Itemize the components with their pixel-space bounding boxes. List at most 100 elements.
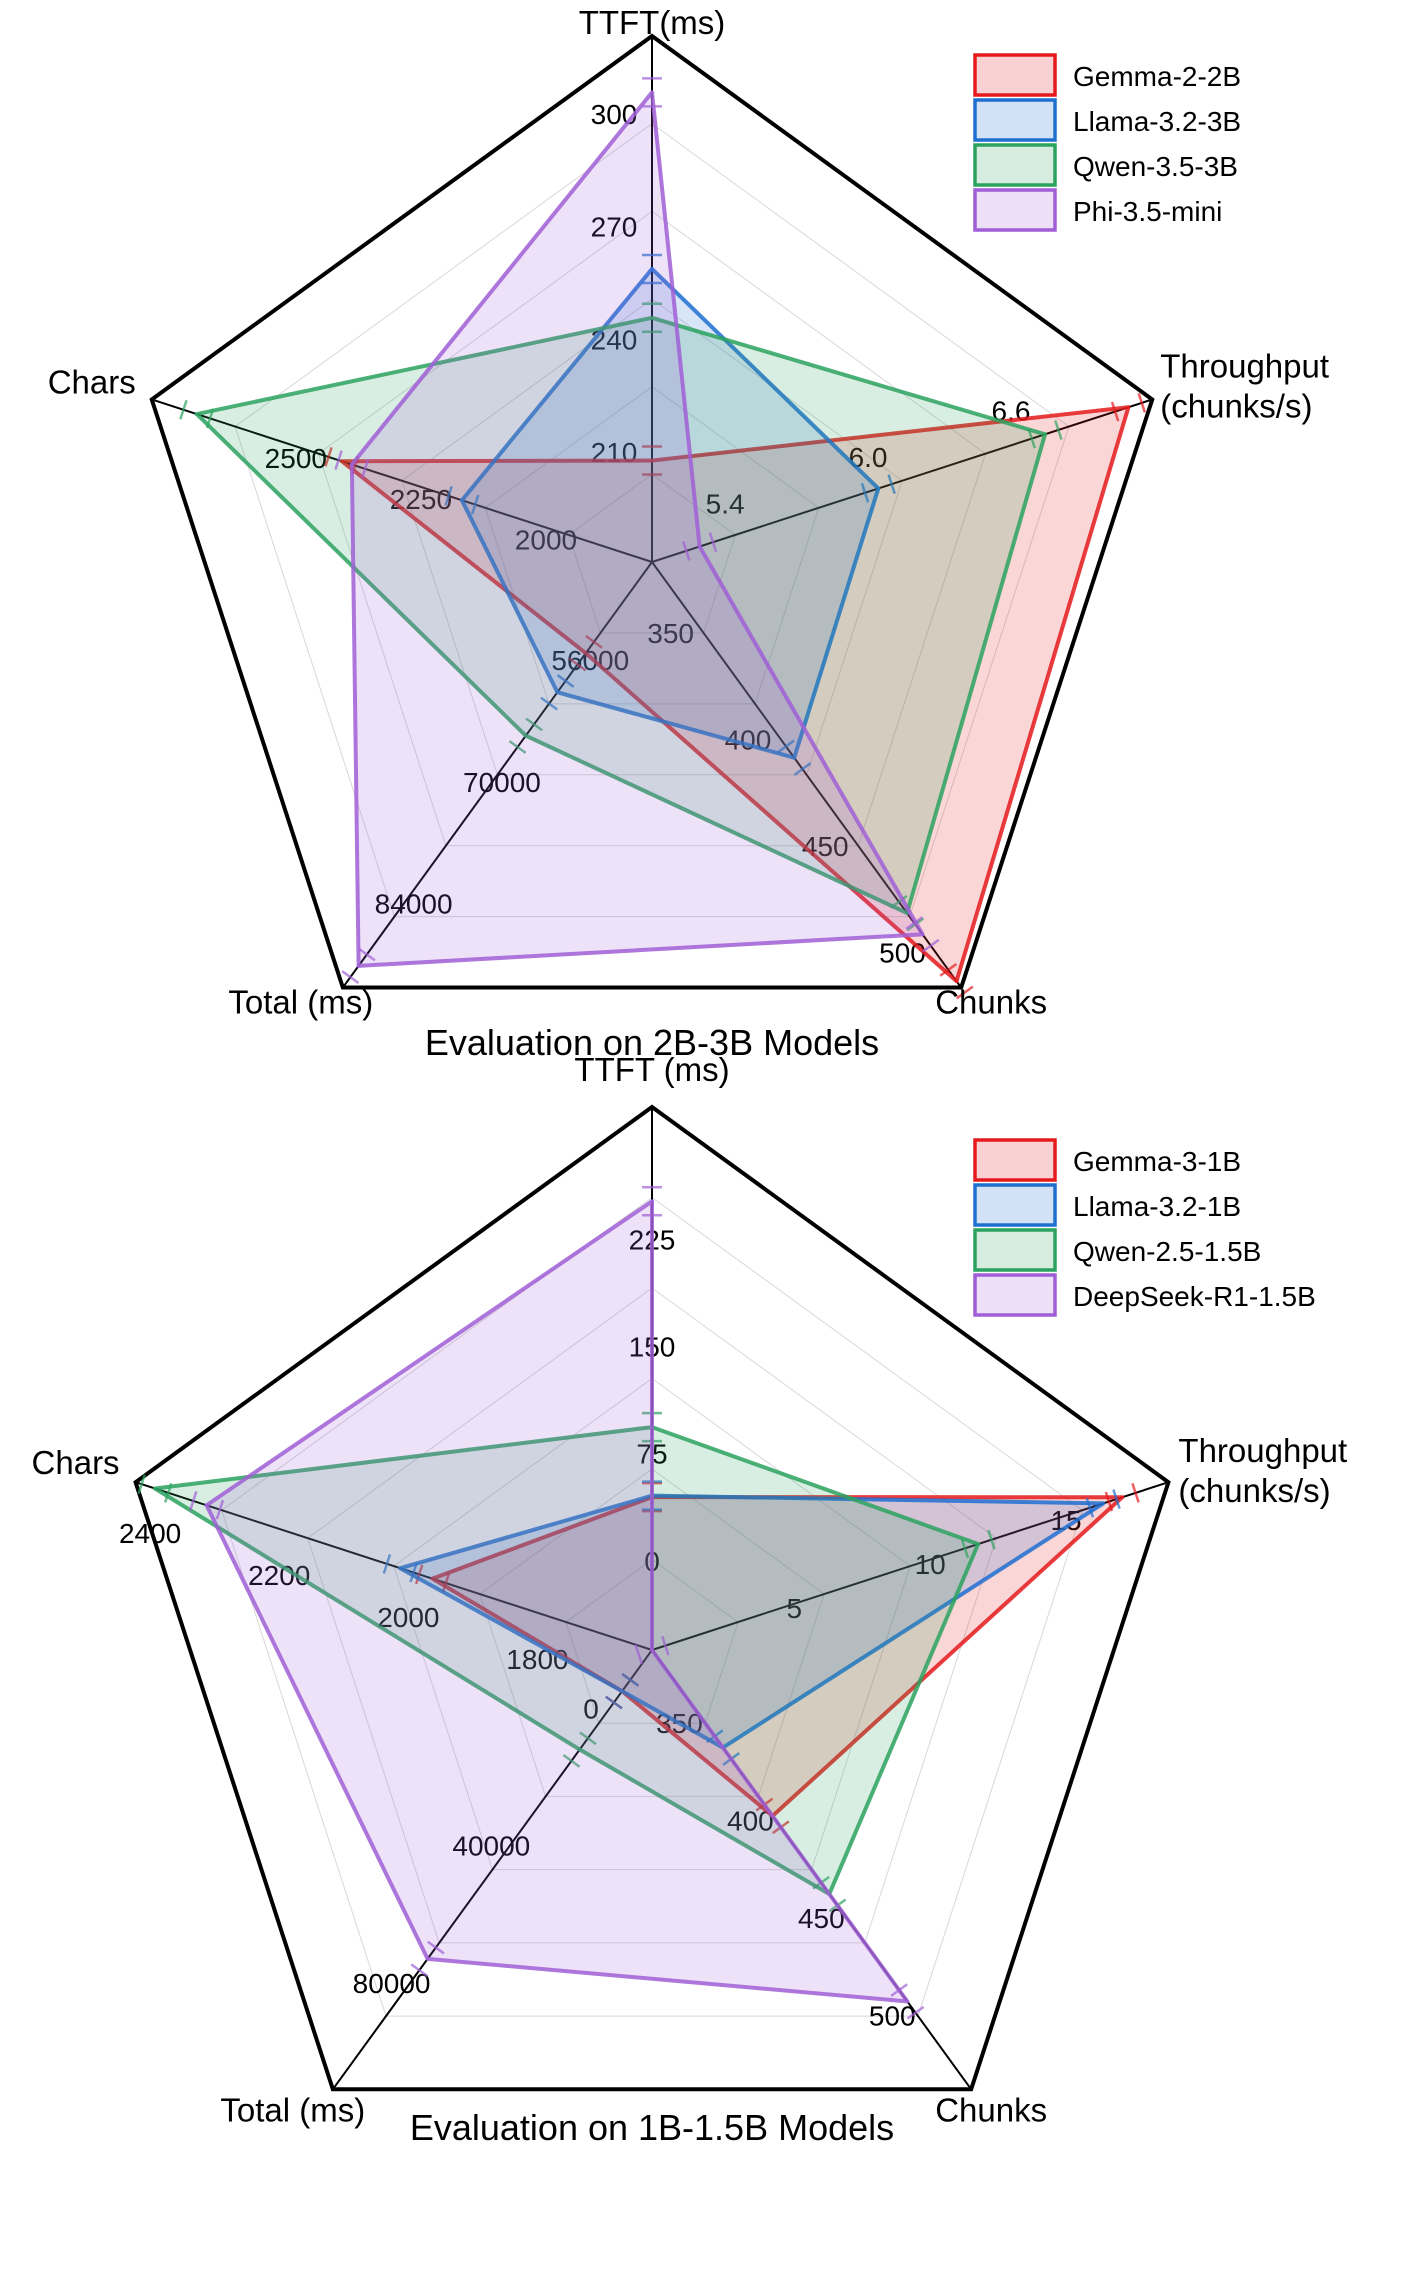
data-point-deepseek-r1-1-5b (905, 1999, 909, 2003)
tick-label: 450 (802, 831, 849, 862)
legend-label-qwen-2-5-1-5b: Qwen-2.5-1.5B (1073, 1236, 1261, 1267)
error-tick-gemma-2-2b (568, 657, 587, 672)
data-point-phi-3-5-mini (698, 545, 702, 549)
data-point-llama-3-2-3b (555, 690, 559, 694)
axis-line-throughput-chunks-s (651, 1481, 1169, 1651)
tick-label: 500 (869, 2001, 916, 2032)
data-point-phi-3-5-mini (350, 462, 354, 466)
error-tick-llama-3-2-1b (382, 1553, 392, 1574)
tick-label: 2000 (515, 524, 577, 555)
grid-ring (565, 1558, 739, 1724)
radar-frame (149, 33, 1155, 990)
axis-line-chars (135, 1481, 653, 1651)
data-point-deepseek-r1-1-5b (650, 1199, 654, 1203)
chart-title: Evaluation on 2B-3B Models (425, 1022, 879, 1063)
data-point-llama-3-2-1b (620, 1689, 624, 1693)
tick-label: 5.4 (706, 488, 745, 519)
data-point-deepseek-r1-1-5b (650, 1648, 654, 1652)
tick-label: 270 (591, 212, 638, 243)
grid-ring (317, 210, 987, 847)
data-point-llama-3-2-1b (1101, 1501, 1105, 1505)
axis-line-total-ms (332, 1649, 653, 2090)
tick-label: 40000 (452, 1831, 530, 1862)
legend-label-qwen-3-5-3b: Qwen-3.5-3B (1073, 151, 1238, 182)
data-point-qwen-3-5-3b (195, 412, 199, 416)
data-point-llama-3-2-3b (792, 756, 796, 760)
tick-label: 0 (583, 1693, 599, 1724)
error-tick-llama-3-2-1b (1085, 1497, 1095, 1518)
error-tick-deepseek-r1-1-5b (906, 2005, 925, 2020)
tick-label: 70000 (463, 767, 541, 798)
series-area-qwen-3-5-3b (194, 315, 1048, 916)
axis-name-line: Throughput (1178, 1432, 1347, 1469)
error-tick-deepseek-r1-1-5b (890, 1983, 908, 1997)
error-tick-qwen-2-5-1-5b (137, 1474, 146, 1495)
axis-name-line: Throughput (1160, 347, 1329, 384)
data-point-qwen-2-5-1-5b (976, 1542, 980, 1546)
axis-name-total-ms: Total (ms) (228, 984, 373, 1021)
axis-line-chars (151, 398, 653, 563)
data-point-qwen-2-5-1-5b (153, 1486, 157, 1490)
error-tick-qwen-2-5-1-5b (579, 1731, 597, 1746)
error-tick-qwen-3-5-3b (525, 717, 543, 732)
legend-swatch-deepseek-r1-1-5b (973, 1273, 1057, 1317)
radar-grid (234, 123, 1070, 918)
error-tick-qwen-3-5-3b (1054, 420, 1063, 440)
error-tick-deepseek-r1-1-5b (215, 1499, 225, 1520)
axis-line-throughput-chunks-s (651, 398, 1153, 563)
grid-ring (393, 1377, 911, 1871)
data-point-phi-3-5-mini (650, 90, 654, 94)
error-tick-llama-3-2-1b (605, 1695, 623, 1710)
error-tick-llama-3-2-1b (621, 1672, 640, 1687)
data-point-phi-3-5-mini (357, 964, 361, 968)
axis-name-total-ms: Total (ms) (220, 2091, 365, 2128)
grid-ring (484, 386, 820, 705)
grid-ring (568, 473, 736, 634)
error-tick-gemma-3-1b (414, 1564, 424, 1585)
error-tick-qwen-3-5-3b (179, 399, 188, 420)
error-tick-phi-3-5-mini (358, 947, 376, 962)
error-tick-llama-3-2-3b (887, 474, 896, 495)
axis-name-line: Chunks (935, 2091, 1047, 2128)
error-tick-qwen-3-5-3b (890, 894, 908, 909)
error-tick-deepseek-r1-1-5b (634, 1644, 643, 1665)
error-tick-gemma-2-2b (1110, 401, 1120, 422)
error-tick-gemma-3-1b (441, 1573, 451, 1593)
axis-name-line: TTFT (ms) (574, 1051, 729, 1088)
data-point-deepseek-r1-1-5b (205, 1503, 209, 1507)
data-point-deepseek-r1-1-5b (426, 1957, 430, 1961)
data-point-phi-3-5-mini (921, 932, 925, 936)
legend-label-deepseek-r1-1-5b: DeepSeek-R1-1.5B (1073, 1281, 1316, 1312)
data-point-llama-3-2-3b (650, 267, 654, 271)
error-tick-phi-3-5-mini (360, 458, 370, 479)
data-point-gemma-3-1b (431, 1577, 435, 1581)
tick-label: 500 (879, 937, 926, 968)
grid-ring (221, 1196, 1083, 2017)
tick-label: 2000 (377, 1602, 439, 1633)
legend-swatch-llama-3-2-1b (973, 1183, 1057, 1227)
error-tick-gemma-2-2b (1137, 392, 1147, 413)
error-tick-gemma-3-1b (1131, 1482, 1140, 1503)
error-tick-gemma-2-2b (939, 962, 958, 977)
data-point-gemma-2-2b (1126, 405, 1130, 409)
tick-label: 350 (647, 618, 694, 649)
series-area-gemma-3-1b (430, 1495, 1125, 1818)
error-tick-gemma-2-2b (955, 985, 974, 1000)
series-area-llama-3-2-1b (398, 1493, 1106, 1750)
tick-label: 2400 (119, 1518, 181, 1549)
tick-label: 450 (798, 1903, 845, 1934)
error-tick-deepseek-r1-1-5b (188, 1491, 198, 1511)
axis-name-line: Total (ms) (228, 984, 373, 1021)
data-point-gemma-2-2b (584, 651, 588, 655)
series-gemma-2-2b (324, 392, 1147, 1000)
series-area-deepseek-r1-1-5b (204, 1199, 910, 2004)
error-tick-phi-3-5-mini (682, 540, 691, 561)
axis-name-line: (chunks/s) (1178, 1472, 1330, 1509)
tick-label: 300 (591, 99, 638, 130)
axis-name-line: Chars (48, 363, 136, 400)
axis-line-chunks (651, 561, 962, 989)
axis-name-line: (chunks/s) (1160, 387, 1312, 424)
grid-ring (234, 123, 1070, 918)
tick-label: 2500 (265, 443, 327, 474)
error-tick-qwen-2-5-1-5b (562, 1753, 581, 1768)
